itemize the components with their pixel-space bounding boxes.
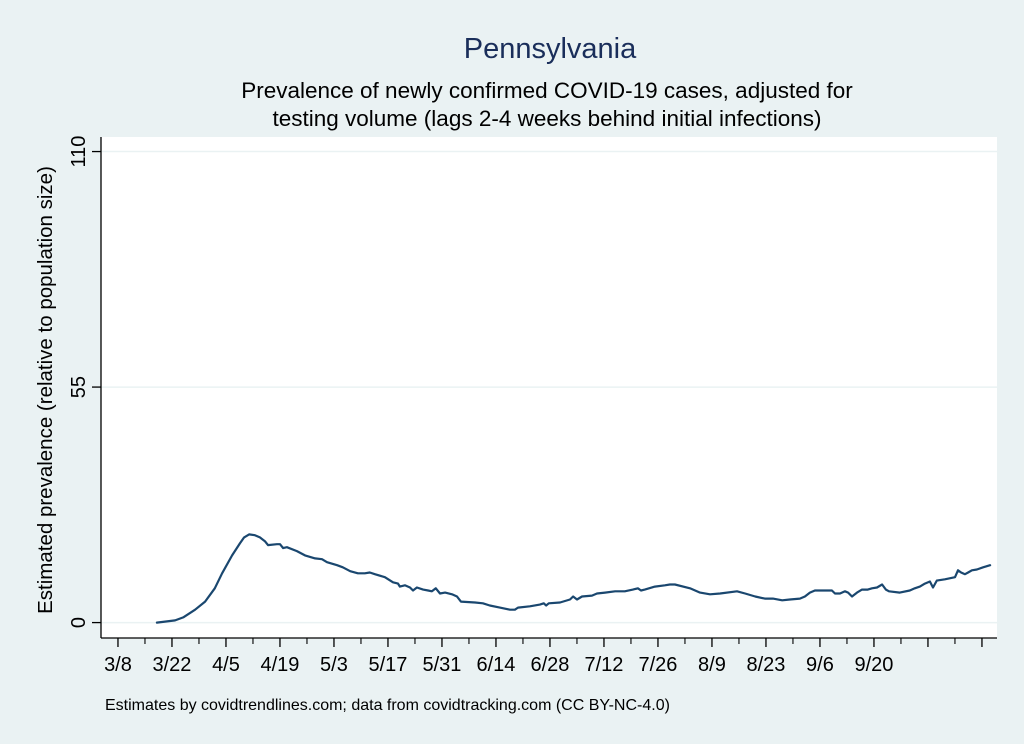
x-tick-label: 5/17 [368, 654, 407, 676]
x-tick-label: 8/9 [698, 654, 726, 676]
x-tick-label: 5/3 [320, 654, 348, 676]
y-axis: 0 55 110 [68, 136, 102, 638]
x-tick-label: 5/31 [422, 654, 461, 676]
x-tick-label: 6/14 [476, 654, 515, 676]
x-tick-label: 7/26 [638, 654, 677, 676]
grid-lines [101, 150, 997, 624]
y-tick-label: 110 [68, 136, 90, 168]
x-tick-label: 9/6 [806, 654, 834, 676]
y-tick-label: 55 [68, 376, 90, 398]
y-tick-label: 0 [68, 617, 90, 628]
x-tick-label: 7/12 [584, 654, 623, 676]
chart-subtitle-line-1: Prevalence of newly confirmed COVID-19 c… [241, 78, 853, 103]
x-tick-label: 3/22 [153, 654, 192, 676]
x-tick-label: 8/23 [746, 654, 785, 676]
x-tick-label: 9/20 [854, 654, 893, 676]
series-layer [155, 533, 992, 624]
chart-title: Pennsylvania [464, 33, 637, 65]
source-note: Estimates by covidtrendlines.com; data f… [105, 697, 670, 714]
x-tick-label: 4/5 [212, 654, 240, 676]
series-line-pennsylvania [155, 533, 992, 624]
y-axis-title: Estimated prevalence (relative to popula… [34, 166, 57, 614]
x-tick-label: 4/19 [260, 654, 299, 676]
x-axis: 3/8 3/22 4/5 4/19 5/3 5/17 5/31 6/14 6/28 7/12 7/2… [101, 637, 997, 676]
chart-subtitle-line-2: testing volume (lags 2-4 weeks behind in… [272, 106, 821, 131]
x-tick-label: 6/28 [530, 654, 569, 676]
x-tick-label: 3/8 [104, 654, 132, 676]
